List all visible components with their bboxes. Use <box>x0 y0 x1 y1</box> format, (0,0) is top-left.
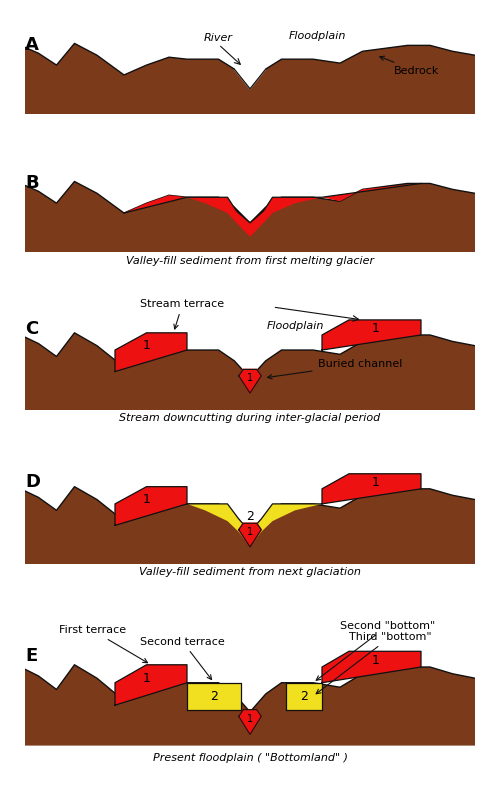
Text: 1: 1 <box>247 373 253 383</box>
Text: Floodplain: Floodplain <box>266 320 324 331</box>
Text: Second "bottom": Second "bottom" <box>316 621 436 680</box>
Text: E: E <box>25 647 37 665</box>
Polygon shape <box>239 709 261 735</box>
Text: 2: 2 <box>300 690 308 703</box>
Polygon shape <box>25 487 475 564</box>
Text: 1: 1 <box>247 527 253 537</box>
Text: Valley-fill sediment from first melting glacier: Valley-fill sediment from first melting … <box>126 256 374 267</box>
Polygon shape <box>124 184 421 237</box>
Polygon shape <box>322 320 421 350</box>
Text: Buried channel: Buried channel <box>268 359 402 379</box>
Text: First terrace: First terrace <box>59 626 148 663</box>
Text: D: D <box>25 473 40 492</box>
Text: Third "bottom": Third "bottom" <box>316 632 432 694</box>
Polygon shape <box>322 651 421 682</box>
Text: 1: 1 <box>372 322 380 335</box>
Polygon shape <box>115 665 187 705</box>
Text: Second terrace: Second terrace <box>140 637 225 679</box>
Text: B: B <box>25 174 38 193</box>
Text: 1: 1 <box>372 476 380 489</box>
Polygon shape <box>286 682 322 709</box>
Polygon shape <box>25 43 475 114</box>
Polygon shape <box>25 333 475 410</box>
Text: 2: 2 <box>210 690 218 703</box>
Polygon shape <box>239 523 261 547</box>
Polygon shape <box>239 369 261 393</box>
Polygon shape <box>234 69 266 88</box>
Polygon shape <box>25 181 475 252</box>
Text: River: River <box>204 33 233 43</box>
Text: Bedrock: Bedrock <box>380 56 440 76</box>
Polygon shape <box>115 333 187 372</box>
Text: Present floodplain ( "Bottomland" ): Present floodplain ( "Bottomland" ) <box>152 753 348 763</box>
Text: 2: 2 <box>246 510 254 523</box>
Text: Floodplain: Floodplain <box>289 32 346 42</box>
Text: C: C <box>25 320 38 338</box>
Text: Valley-fill sediment from next glaciation: Valley-fill sediment from next glaciatio… <box>139 567 361 577</box>
Text: 1: 1 <box>142 339 150 352</box>
Polygon shape <box>187 682 241 709</box>
Polygon shape <box>322 473 421 504</box>
Polygon shape <box>187 504 322 547</box>
Text: Stream downcutting during inter-glacial period: Stream downcutting during inter-glacial … <box>120 413 380 423</box>
Text: 1: 1 <box>142 493 150 506</box>
Text: Stream terrace: Stream terrace <box>140 299 224 329</box>
Text: A: A <box>25 36 39 54</box>
Polygon shape <box>25 665 475 746</box>
Polygon shape <box>115 487 187 525</box>
Text: 1: 1 <box>142 671 150 685</box>
Text: 1: 1 <box>372 654 380 667</box>
Text: 1: 1 <box>247 714 253 724</box>
